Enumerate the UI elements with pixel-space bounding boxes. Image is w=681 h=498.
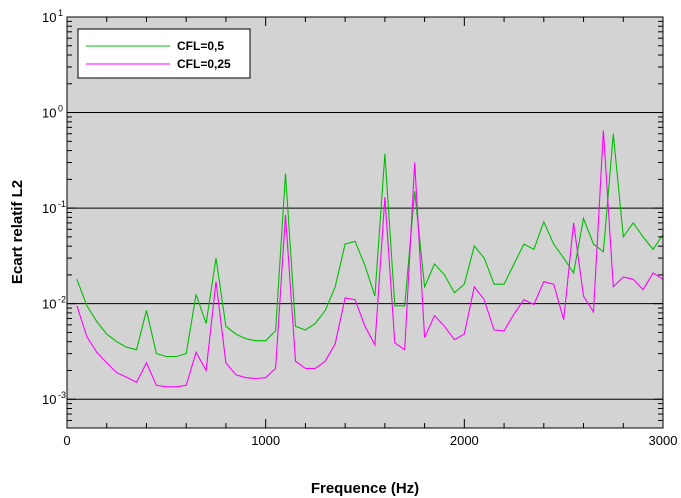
x-axis-title: Frequence (Hz) [311, 480, 419, 497]
legend-box [77, 28, 251, 79]
y-tick-label: 10 [42, 392, 56, 407]
x-tick-label: 2000 [450, 433, 479, 448]
y-tick-label: 10 [42, 201, 56, 216]
ticks: 10 110 010 -110 -210 -30 1000 2000 3000 [42, 8, 677, 448]
series-layer [76, 130, 664, 388]
x-tick-label: 1000 [251, 433, 280, 448]
y-axis-title: Ecart relatif L2 [9, 180, 26, 284]
series-line-cfl-0-5 [76, 133, 664, 358]
legend-label-cfl-0-5: CFL=0,5 [177, 39, 224, 53]
grid-lines [67, 112, 663, 400]
y-tick-exponent: 1 [58, 8, 63, 18]
x-tick-label: 3000 [649, 433, 678, 448]
y-tick-exponent: -3 [58, 390, 66, 400]
y-tick-label: 10 [42, 297, 56, 312]
legend: CFL=0,5 CFL=0,25 [77, 28, 251, 79]
series-line-cfl-0-25 [76, 130, 664, 388]
plot-background [67, 17, 663, 428]
y-tick-exponent: 0 [58, 104, 63, 114]
x-tick-label: 0 [63, 433, 70, 448]
legend-label-cfl-0-25: CFL=0,25 [177, 57, 231, 71]
y-tick-label: 10 [42, 106, 56, 121]
y-tick-label: 10 [42, 10, 56, 25]
y-tick-exponent: -1 [58, 199, 66, 209]
y-tick-exponent: -2 [58, 295, 66, 305]
